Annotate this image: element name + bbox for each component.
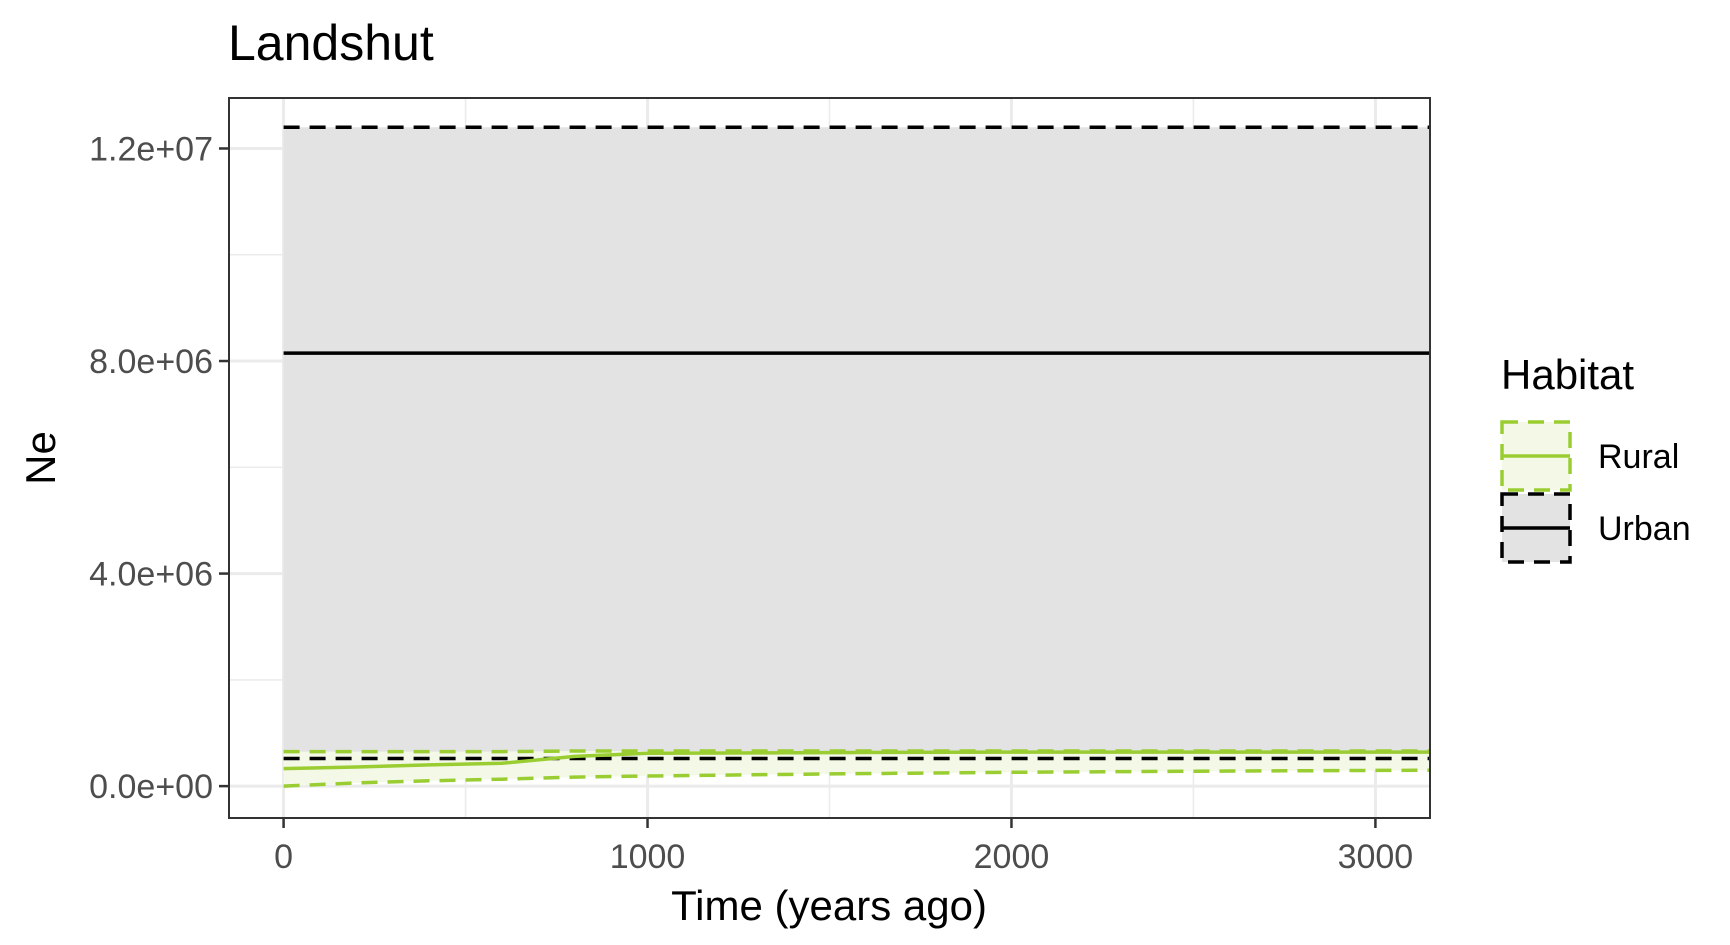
- confidence-ribbons: [283, 127, 1431, 787]
- lower-bound-rural: [283, 768, 1431, 788]
- x-tick-label: 2000: [974, 838, 1050, 876]
- legend-label: Rural: [1598, 438, 1679, 476]
- x-tick-label: 1000: [610, 838, 686, 876]
- x-axis: 0 1000 2000 3000: [274, 818, 1413, 876]
- x-axis-label: Time (years ago): [671, 882, 987, 929]
- y-tick-label: 1.2e+07: [89, 130, 213, 168]
- legend-label: Urban: [1598, 510, 1691, 548]
- x-tick-label: 3000: [1338, 838, 1414, 876]
- series-lines: [283, 125, 1431, 788]
- legend-key-urban: [1500, 492, 1572, 564]
- y-tick-label: 8.0e+06: [89, 343, 213, 381]
- chart-title: Landshut: [228, 15, 434, 71]
- y-tick-label: 4.0e+06: [89, 556, 213, 594]
- ribbon-urban: [283, 127, 1431, 759]
- median-line-rural: [283, 750, 1430, 771]
- panel-border: [228, 97, 1431, 819]
- y-axis-label: Ne: [17, 431, 64, 485]
- x-tick-label: 0: [274, 838, 293, 876]
- legend-title: Habitat: [1501, 351, 1634, 398]
- legend: Habitat Rural Urban: [1500, 351, 1691, 564]
- legend-key-rural: [1500, 420, 1572, 492]
- y-tick-label: 0.0e+00: [89, 768, 213, 806]
- y-axis: 0.0e+00 4.0e+06 8.0e+06 1.2e+07: [89, 130, 229, 806]
